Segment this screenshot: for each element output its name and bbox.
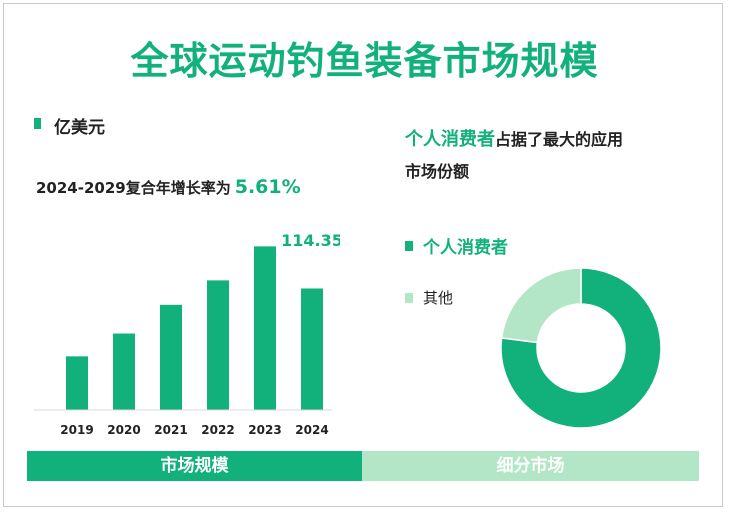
- segment-highlight: 个人消费者: [405, 129, 495, 150]
- x-tick-label: 2022: [201, 423, 234, 437]
- legend-swatch-other: [405, 292, 413, 303]
- donut-group: [500, 267, 662, 429]
- cagr-text: 2024-2029复合年增长率为 5.61%: [36, 176, 301, 198]
- x-tick-label: 2021: [154, 423, 187, 437]
- bar-2022: [207, 280, 229, 410]
- cagr-label: 2024-2029复合年增长率为: [36, 179, 231, 197]
- donut-chart: [500, 267, 662, 429]
- unit-legend-marker: [34, 118, 41, 129]
- bar-2024: [301, 288, 323, 410]
- bar-chart: 2019 2020 2021 2022 2023 2024 114.35: [34, 231, 340, 437]
- frame-border: [3, 3, 723, 507]
- legend-label-consumer: 个人消费者: [423, 238, 508, 258]
- cagr-value: 5.61%: [234, 176, 301, 198]
- x-tick-label: 2023: [248, 423, 281, 437]
- x-tick-label: 2024: [295, 423, 328, 437]
- footer-market-size: 市场规模: [27, 451, 362, 481]
- legend-swatch-consumer: [405, 240, 413, 251]
- unit-label: 亿美元: [54, 118, 105, 138]
- x-tick-label: 2019: [60, 423, 93, 437]
- legend-item-consumer: 个人消费者: [405, 233, 508, 258]
- bar-2021: [160, 304, 182, 410]
- bar-value-label: 114.35: [281, 231, 340, 250]
- bar-2023: [254, 246, 276, 410]
- segment-line2: 市场份额: [405, 162, 470, 181]
- segment-rest: 占据了最大的应用: [495, 130, 624, 149]
- x-tick-label: 2020: [107, 423, 140, 437]
- donut-slice-0: [500, 267, 662, 429]
- page-title: 全球运动钓鱼装备市场规模: [130, 39, 599, 83]
- footer-segment: 细分市场: [362, 451, 699, 481]
- bar-2019: [66, 356, 88, 410]
- bar-2020: [113, 333, 135, 410]
- bars-group: 2019 2020 2021 2022 2023 2024 114.35: [60, 231, 340, 437]
- donut-slice-1: [500, 267, 582, 344]
- segment-title: 个人消费者占据了最大的应用 市场份额: [405, 124, 705, 188]
- legend-item-other: 其他: [405, 287, 453, 308]
- legend-label-other: 其他: [423, 289, 454, 307]
